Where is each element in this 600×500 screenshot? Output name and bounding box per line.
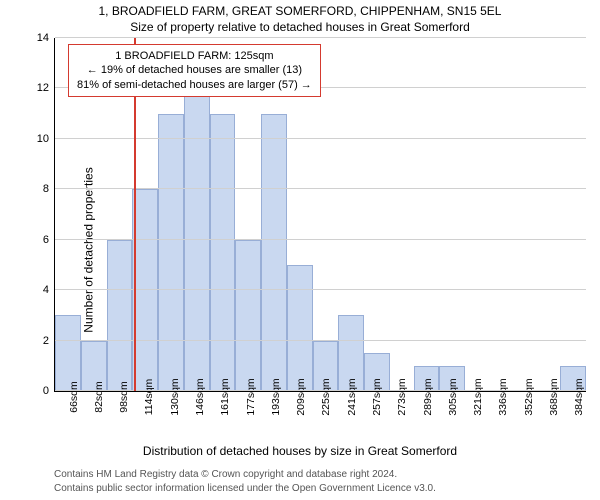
x-tick: 384sqm [561, 391, 586, 451]
x-tick: 193sqm [257, 391, 282, 451]
y-tick-label: 0 [43, 385, 55, 397]
histogram-bar [158, 114, 184, 391]
histogram-bar [287, 265, 313, 391]
x-tick: 98sqm [106, 391, 131, 451]
histogram-bar [55, 315, 81, 391]
y-tick-label: 2 [43, 335, 55, 347]
x-tick-label: 384sqm [573, 378, 585, 415]
footer-line-1: Contains HM Land Registry data © Crown c… [54, 469, 397, 480]
x-tick: 336sqm [485, 391, 510, 451]
x-tick: 368sqm [535, 391, 560, 451]
chart-container: { "titles": { "line1": "1, BROADFIELD FA… [0, 0, 600, 500]
x-tick-label: 336sqm [497, 378, 509, 415]
x-tick: 82sqm [80, 391, 105, 451]
title-line-1: 1, BROADFIELD FARM, GREAT SOMERFORD, CHI… [0, 4, 600, 18]
x-tick: 209sqm [283, 391, 308, 451]
x-tick-label: 209sqm [295, 378, 307, 415]
x-tick: 177sqm [232, 391, 257, 451]
annotation-line-3: 81% of semi-detached houses are larger (… [77, 78, 312, 92]
x-tick: 161sqm [207, 391, 232, 451]
x-tick: 225sqm [308, 391, 333, 451]
x-tick-label: 146sqm [194, 378, 206, 415]
x-tick-label: 114sqm [143, 379, 155, 416]
x-tick-label: 82sqm [93, 381, 105, 413]
x-tick: 146sqm [181, 391, 206, 451]
annotation-line-1: 1 BROADFIELD FARM: 125sqm [77, 49, 312, 63]
y-tick-label: 8 [43, 183, 55, 195]
histogram-bar [235, 240, 261, 391]
histogram-bar [184, 88, 210, 391]
x-tick: 114sqm [131, 391, 156, 451]
x-tick: 305sqm [434, 391, 459, 451]
x-tick-label: 352sqm [523, 378, 535, 415]
x-tick: 130sqm [156, 391, 181, 451]
x-tick-label: 225sqm [320, 378, 332, 415]
x-tick-label: 241sqm [346, 378, 358, 415]
y-tick-label: 14 [37, 32, 55, 44]
histogram-bar [210, 114, 236, 391]
x-tick: 289sqm [409, 391, 434, 451]
x-tick: 273sqm [384, 391, 409, 451]
x-tick-label: 130sqm [169, 378, 181, 415]
x-tick-label: 289sqm [422, 378, 434, 415]
x-tick: 66sqm [55, 391, 80, 451]
histogram-bar [261, 114, 287, 391]
x-tick-label: 98sqm [118, 381, 130, 413]
x-tick-label: 161sqm [219, 378, 231, 415]
footer-line-2: Contains public sector information licen… [54, 483, 436, 494]
x-tick-label: 368sqm [548, 378, 560, 415]
x-tick-label: 257sqm [371, 378, 383, 415]
y-tick-label: 4 [43, 284, 55, 296]
x-tick-label: 321sqm [472, 378, 484, 415]
x-tick-label: 193sqm [270, 378, 282, 415]
title-line-2: Size of property relative to detached ho… [0, 20, 600, 34]
y-tick-label: 10 [37, 133, 55, 145]
x-tick-label: 66sqm [68, 381, 80, 413]
x-tick-label: 273sqm [396, 378, 408, 415]
y-tick-label: 6 [43, 234, 55, 246]
xticks-group: 66sqm82sqm98sqm114sqm130sqm146sqm161sqm1… [55, 391, 586, 451]
x-tick: 321sqm [460, 391, 485, 451]
x-tick-label: 177sqm [245, 378, 257, 415]
annotation-box: 1 BROADFIELD FARM: 125sqm ← 19% of detac… [68, 44, 321, 97]
x-tick: 257sqm [358, 391, 383, 451]
x-tick-label: 305sqm [447, 378, 459, 415]
x-tick: 352sqm [510, 391, 535, 451]
histogram-bar [107, 240, 133, 391]
annotation-line-2: ← 19% of detached houses are smaller (13… [77, 63, 312, 77]
x-tick: 241sqm [333, 391, 358, 451]
y-tick-label: 12 [37, 82, 55, 94]
